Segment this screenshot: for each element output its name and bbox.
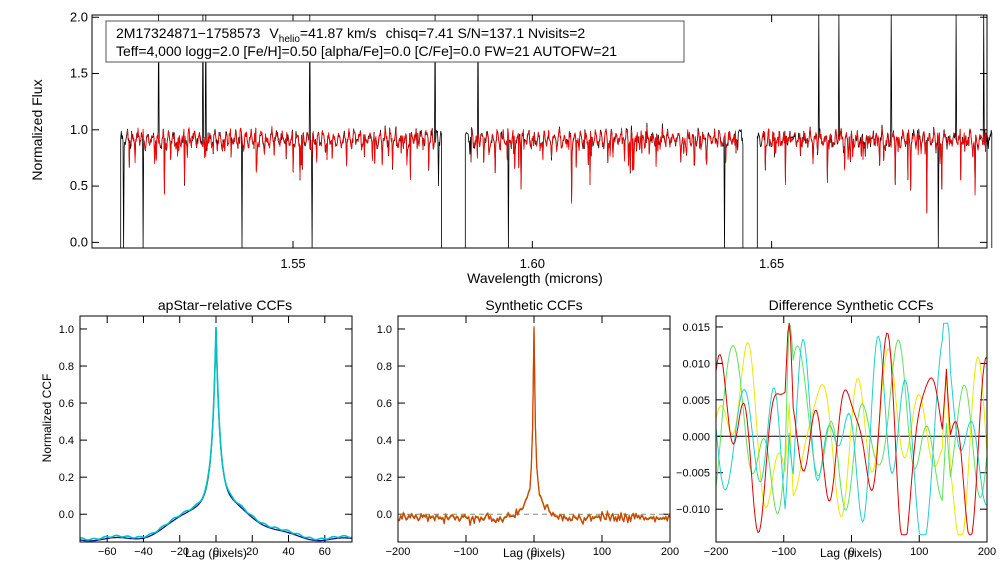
y-tick-label: 0.4 xyxy=(59,435,74,447)
x-tick-label: 0 xyxy=(848,546,854,558)
y-tick-label: 0.2 xyxy=(59,472,74,484)
difference-ccf-panel: Difference Synthetic CCFs Lag (pixels) −… xyxy=(676,297,996,560)
difference-ccf-title: Difference Synthetic CCFs xyxy=(769,297,934,313)
y-tick-label: 1.0 xyxy=(377,324,392,336)
x-tick-label: 200 xyxy=(978,546,996,558)
info-v-label: V xyxy=(269,25,279,41)
synthetic-ccf-xlabel: Lag (pixels) xyxy=(503,546,565,560)
difference-ccf-green xyxy=(715,322,988,514)
y-tick-label: 0.000 xyxy=(682,431,710,443)
y-tick-label: 0.005 xyxy=(682,395,710,407)
x-tick-label: 1.65 xyxy=(759,256,784,271)
apstar-ccf-panel: apStar−relative CCFs Lag (pixels) Normal… xyxy=(40,297,353,560)
apstar-ccf-lines xyxy=(79,326,353,542)
spectrum-lines xyxy=(120,14,993,249)
y-tick-label: 1.0 xyxy=(59,324,74,336)
apstar-ccf-xlabel: Lag (pixels) xyxy=(185,546,247,560)
apstar-ccf-data xyxy=(79,328,353,542)
apstar-ccf-title: apStar−relative CCFs xyxy=(158,297,292,313)
spectrum-info-box: 2M17324871−1758573 Vhelio=41.87 km/s chisq… xyxy=(105,20,685,63)
y-tick-label: 2.0 xyxy=(70,9,88,24)
spectrum-ylabel: Normalized Flux xyxy=(29,79,45,180)
model-spectrum-chip-2 xyxy=(470,126,738,204)
y-tick-label: 0.015 xyxy=(682,322,710,334)
y-tick-label: −0.005 xyxy=(676,468,710,480)
y-tick-label: 0.6 xyxy=(59,398,74,410)
x-tick-label: 100 xyxy=(593,546,611,558)
spectrum-xticks: 1.55 1.60 1.65 xyxy=(280,15,784,271)
difference-ccf-frame xyxy=(715,315,988,543)
info-box-frame xyxy=(105,20,685,63)
y-tick-label: −0.010 xyxy=(676,504,710,516)
synthetic-ccf-lines xyxy=(397,326,671,526)
observed-spectrum-chip-3 xyxy=(756,14,993,249)
y-tick-label: 0.0 xyxy=(377,509,392,521)
y-tick-label: 0.5 xyxy=(70,178,88,193)
x-tick-label: −40 xyxy=(134,546,153,558)
apstar-ccf-xticks: −60 −40 −20 0 20 40 60 xyxy=(98,316,331,558)
apstar-ccf-model xyxy=(79,326,353,541)
apstar-ccf-frame xyxy=(79,315,353,543)
y-tick-label: 0.010 xyxy=(682,358,710,370)
apstar-ccf-ylabel: Normalized CCF xyxy=(40,374,54,463)
info-line-2: Teff=4,000 logg=2.0 [Fe/H]=0.50 [alpha/F… xyxy=(116,43,617,59)
y-tick-label: 0.6 xyxy=(377,398,392,410)
x-tick-label: 0 xyxy=(531,546,537,558)
x-tick-label: 1.60 xyxy=(520,256,545,271)
info-object: 2M17324871−1758573 xyxy=(116,25,261,41)
synthetic-ccf-a xyxy=(397,327,671,526)
x-tick-label: −60 xyxy=(98,546,117,558)
spectrum-xlabel: Wavelength (microns) xyxy=(467,270,603,286)
synthetic-ccf-yticks: 0.0 0.2 0.4 0.6 0.8 1.0 xyxy=(377,324,670,521)
x-tick-label: 60 xyxy=(319,546,331,558)
x-tick-label: 100 xyxy=(910,546,928,558)
x-tick-label: 40 xyxy=(282,546,294,558)
x-tick-label: 1.55 xyxy=(280,256,305,271)
x-tick-label: −200 xyxy=(386,546,411,558)
spectrum-yticks: 0.0 0.5 1.0 1.5 2.0 xyxy=(70,9,987,249)
synthetic-ccf-xticks: −200 −100 0 100 200 xyxy=(386,316,679,558)
difference-ccf-yticks: −0.010 −0.005 0.000 0.005 0.010 0.015 xyxy=(676,322,987,516)
info-v-sub: helio xyxy=(279,34,301,45)
difference-ccf-xlabel: Lag (pixels) xyxy=(820,546,882,560)
x-tick-label: −100 xyxy=(454,546,479,558)
apstar-ccf-yticks: 0.0 0.2 0.4 0.6 0.8 1.0 xyxy=(59,324,352,521)
y-tick-label: 0.0 xyxy=(59,509,74,521)
y-tick-label: 0.8 xyxy=(59,361,74,373)
synthetic-ccf-panel: Synthetic CCFs Lag (pixels) −200 −100 0 100… xyxy=(377,297,679,560)
y-tick-label: 0.2 xyxy=(377,472,392,484)
info-v-value: =41.87 km/s xyxy=(300,25,377,41)
spectrum-panel: Wavelength (microns) Normalized Flux 1.5… xyxy=(29,9,993,286)
x-tick-label: −200 xyxy=(704,546,729,558)
spectrum-frame xyxy=(91,14,988,249)
synthetic-ccf-frame xyxy=(397,315,671,543)
x-tick-label: −100 xyxy=(771,546,796,558)
x-tick-label: 0 xyxy=(213,546,219,558)
difference-ccf-lines xyxy=(715,322,988,536)
info-stats: chisq=7.41 S/N=137.1 Nvisits=2 xyxy=(386,25,586,41)
synthetic-ccf-title: Synthetic CCFs xyxy=(485,297,582,313)
difference-ccf-red xyxy=(715,322,988,536)
difference-ccf-cyan xyxy=(715,322,988,536)
x-tick-label: 200 xyxy=(661,546,679,558)
y-tick-label: 1.0 xyxy=(70,122,88,137)
model-spectrum-chip-1 xyxy=(126,125,436,195)
y-tick-label: 1.5 xyxy=(70,66,88,81)
x-tick-label: 20 xyxy=(246,546,258,558)
model-spectrum-chip-3 xyxy=(761,127,988,213)
x-tick-label: −20 xyxy=(170,546,189,558)
info-line-1: 2M17324871−1758573 Vhelio=41.87 km/s chisq… xyxy=(116,25,585,45)
y-tick-label: 0.0 xyxy=(70,234,88,249)
y-tick-label: 0.8 xyxy=(377,361,392,373)
y-tick-label: 0.4 xyxy=(377,435,392,447)
